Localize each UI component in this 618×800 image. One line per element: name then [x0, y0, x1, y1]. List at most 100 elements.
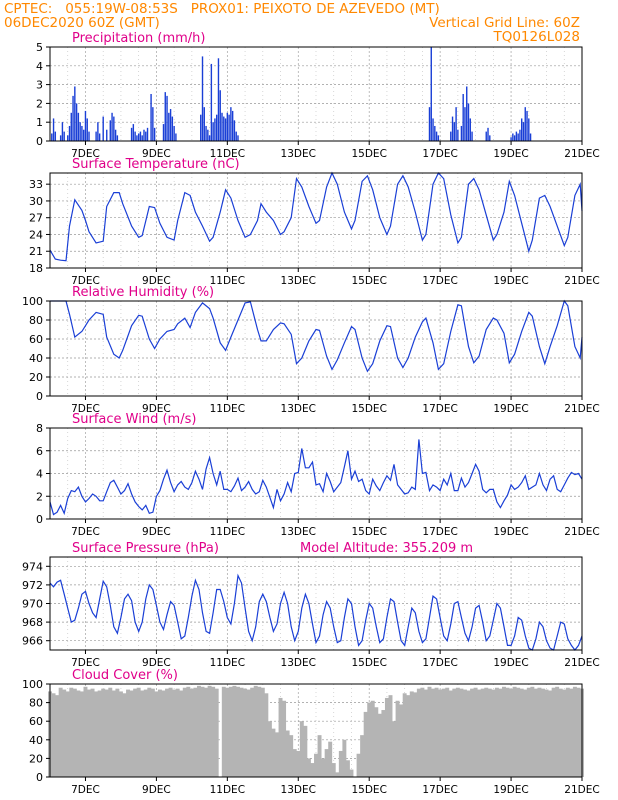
temperature-x-tick-label: 19DEC: [493, 275, 528, 287]
cloud-cover-area-column: [537, 687, 542, 777]
precipitation-bar: [171, 116, 174, 141]
cloud-cover-area-column: [473, 687, 478, 777]
pressure-y-tick-label: 970: [22, 598, 43, 611]
cloud-cover-area-column: [65, 691, 70, 777]
cloud-cover-area-column: [487, 688, 492, 777]
cloud-cover-area-column: [126, 689, 130, 777]
model-altitude-label: Model Altitude: 355.209 m: [300, 541, 473, 556]
precipitation-bar: [150, 94, 152, 141]
cloud-cover-area-column: [448, 690, 453, 777]
cloud-cover-area-column: [572, 686, 577, 777]
cloud-cover-area-column: [55, 695, 60, 777]
wind-x-tick-label: 9DEC: [142, 526, 171, 538]
temperature-y-tick-label: 30: [29, 195, 43, 208]
precipitation-bar: [168, 112, 170, 141]
cloud-cover-area-column: [303, 725, 308, 777]
precipitation-bar: [223, 116, 225, 141]
cloud-cover-x-tick-label: 19DEC: [493, 784, 528, 796]
header-model-id: TQ0126L028: [492, 29, 580, 45]
cloud-cover-area-column: [136, 687, 141, 777]
humidity-title: Relative Humidity (%): [72, 285, 214, 300]
cloud-cover-area-column: [328, 741, 333, 777]
precipitation-bar: [52, 118, 55, 141]
humidity-x-tick-label: 21DEC: [564, 403, 599, 415]
temperature-y-tick-label: 24: [29, 228, 43, 241]
cloud-cover-area-column: [533, 688, 538, 777]
cloud-cover-area-column: [275, 732, 279, 777]
cloud-cover-area-column: [388, 695, 393, 777]
temperature-x-tick-label: 17DEC: [422, 275, 457, 287]
precipitation-bar: [106, 129, 108, 141]
pressure-title: Surface Pressure (hPa): [72, 541, 219, 556]
cloud-cover-area-column: [253, 685, 258, 777]
precipitation-bar: [450, 131, 452, 141]
header-station: CPTEC: 055:19W-08:53S PROX01: PEIXOTO DE…: [4, 1, 440, 17]
precipitation-bar: [153, 127, 156, 141]
precipitation-bar: [139, 131, 142, 141]
cloud-cover-x-tick-label: 7DEC: [71, 784, 100, 796]
humidity-x-tick-label: 15DEC: [351, 403, 386, 415]
cloud-cover-area-column: [384, 697, 389, 777]
cloud-cover-area-column: [519, 688, 524, 777]
cloud-cover-area-column: [186, 686, 191, 777]
cloud-cover-area-column: [576, 687, 581, 777]
pressure-x-tick-label: 15DEC: [351, 657, 386, 669]
cloud-cover-area-column: [314, 753, 318, 777]
precipitation-bar: [237, 135, 239, 141]
humidity-y-tick-label: 60: [29, 333, 43, 346]
pressure-x-tick-label: 11DEC: [210, 657, 245, 669]
cloud-cover-area-column: [406, 695, 411, 777]
precipitation-bar: [95, 131, 97, 141]
cloud-cover-area-column: [484, 687, 489, 777]
precipitation-bar: [82, 129, 85, 141]
cloud-cover-area-column: [367, 702, 372, 777]
precipitation-bar: [219, 90, 221, 141]
precipitation-x-tick-label: 19DEC: [493, 148, 528, 160]
precipitation-bar: [430, 47, 432, 141]
cloud-cover-area-column: [278, 697, 283, 777]
cloud-cover-area-column: [207, 685, 212, 777]
cloud-cover-area-column: [392, 721, 396, 777]
cloud-cover-area-column: [147, 687, 152, 777]
pressure-x-tick-label: 21DEC: [564, 657, 599, 669]
precipitation-x-tick-label: 21DEC: [564, 148, 599, 160]
humidity-x-tick-label: 19DEC: [493, 403, 528, 415]
pressure-x-tick-label: 9DEC: [142, 657, 171, 669]
cloud-cover-area-column: [83, 686, 88, 777]
precipitation-bar: [136, 135, 138, 141]
cloud-cover-area-column: [243, 688, 248, 777]
precipitation-bar: [466, 86, 468, 141]
precipitation-bar: [462, 94, 464, 141]
precipitation-bar: [528, 118, 530, 141]
precipitation-bar: [524, 107, 526, 141]
cloud-cover-area-column: [140, 690, 145, 777]
wind-x-tick-label: 15DEC: [351, 526, 386, 538]
precipitation-bar: [226, 112, 229, 141]
precipitation-bar: [517, 133, 519, 141]
cloud-cover-panel: Cloud Cover (%) 0 20 40 60 80 100 7DEC 9DEC 11DEC…: [22, 668, 600, 796]
cloud-cover-area-column: [246, 689, 251, 777]
precipitation-bar: [164, 92, 166, 141]
precipitation-bar: [97, 122, 99, 141]
pressure-y-tick-label: 974: [22, 560, 43, 573]
precipitation-bar: [201, 56, 204, 141]
precipitation-bar: [432, 118, 434, 141]
cloud-cover-area-column: [416, 688, 421, 777]
cloud-cover-x-tick-label: 9DEC: [142, 784, 171, 796]
cloud-cover-area-column: [434, 687, 439, 777]
header-grid-info: Vertical Grid Line: 60Z: [429, 15, 580, 31]
cloud-cover-area-column: [260, 687, 265, 777]
cloud-cover-area-column: [377, 713, 382, 777]
cloud-cover-area-column: [87, 689, 91, 777]
temperature-x-tick-label: 9DEC: [142, 275, 171, 287]
cloud-cover-area-column: [239, 687, 244, 777]
cloud-cover-area-column: [409, 691, 414, 777]
cloud-cover-area-column: [356, 753, 361, 777]
wind-y-tick-label: 2: [36, 490, 43, 503]
precipitation-bar: [489, 135, 491, 141]
header: CPTEC: 055:19W-08:53S PROX01: PEIXOTO DE…: [4, 1, 580, 45]
cloud-cover-area-column: [257, 686, 262, 777]
precipitation-bar: [77, 112, 80, 141]
precipitation-bar: [200, 114, 202, 141]
cloud-cover-area-column: [551, 687, 556, 777]
